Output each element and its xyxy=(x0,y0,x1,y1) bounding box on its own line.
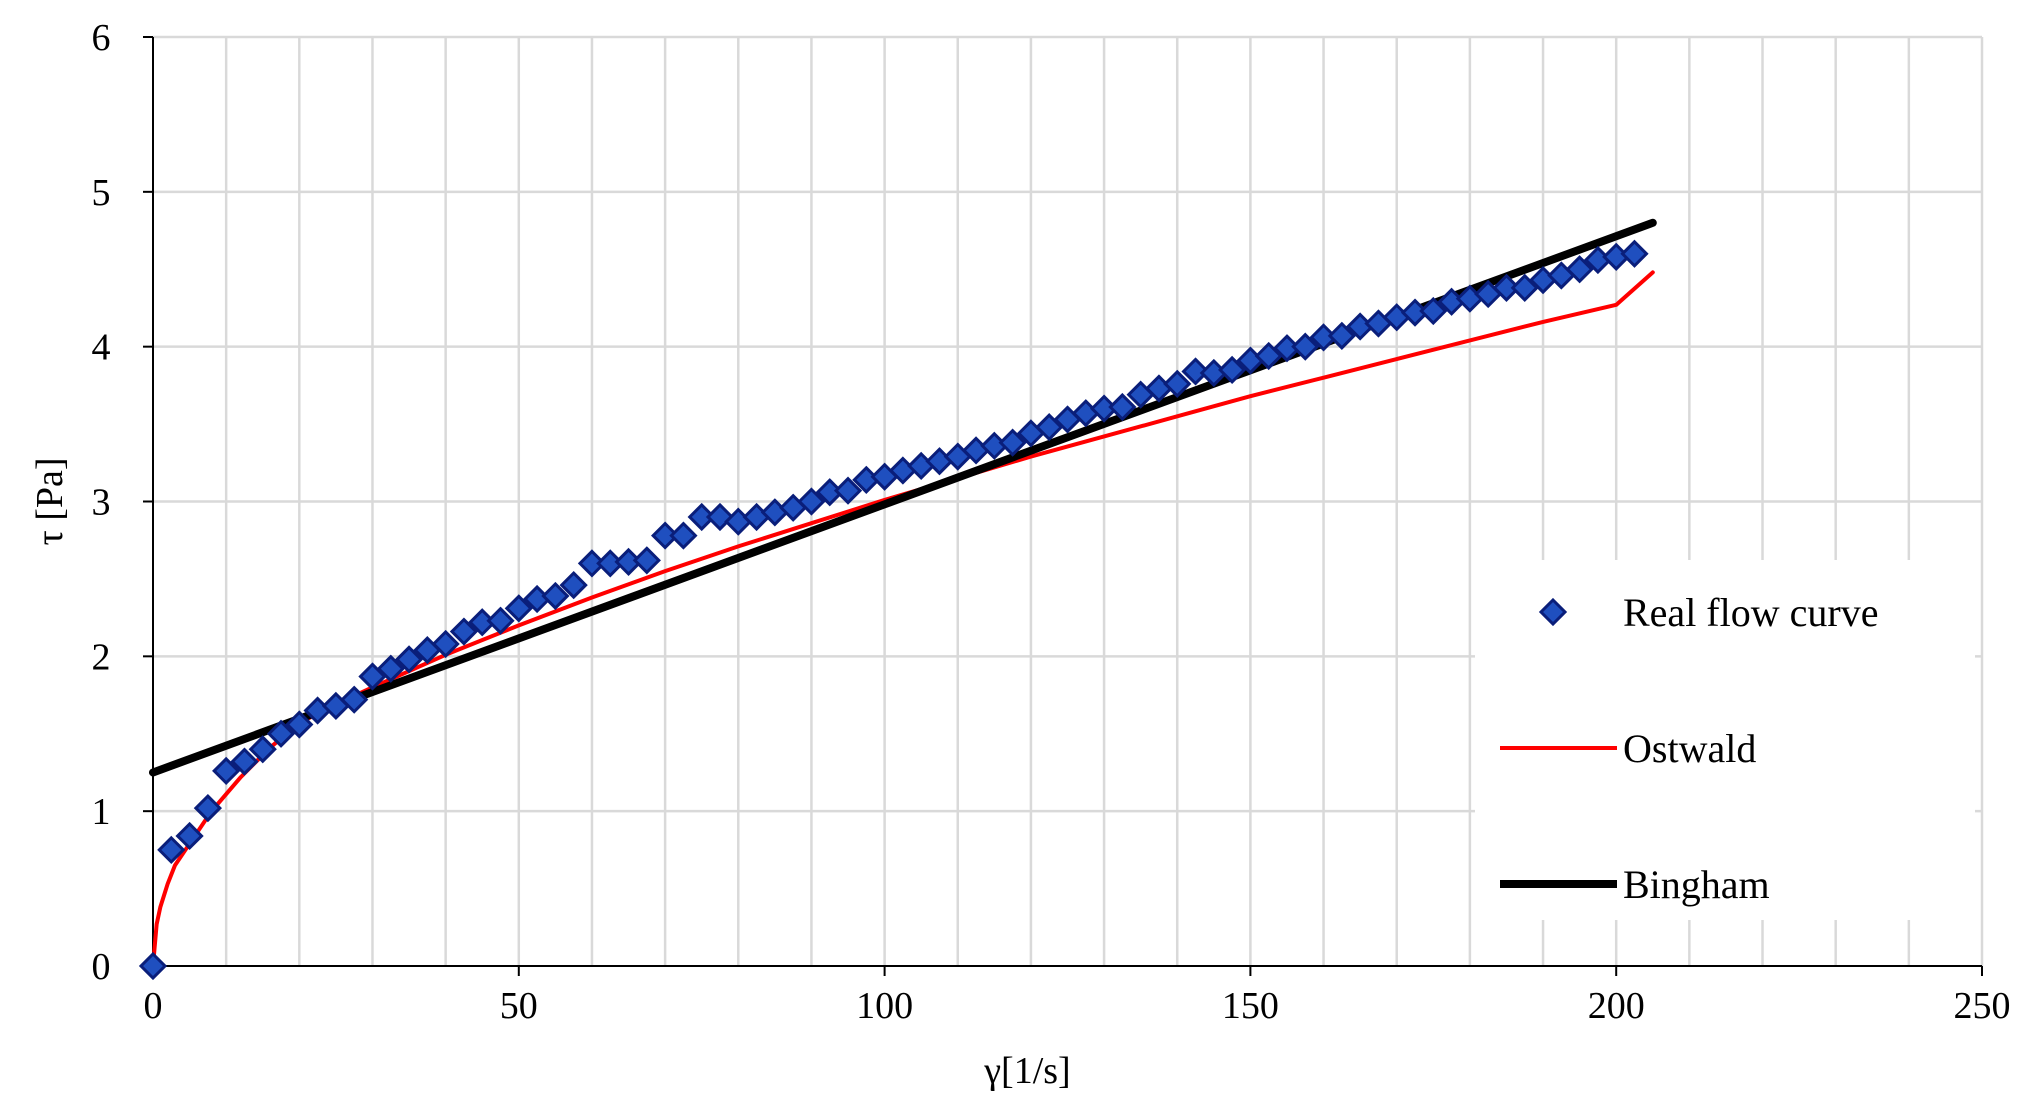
y-tick-label: 5 xyxy=(92,172,111,214)
legend-item-bingham: Bingham xyxy=(1500,862,1770,907)
data-point xyxy=(157,835,186,864)
plot-lines xyxy=(149,218,1657,968)
x-tick-label: 0 xyxy=(144,985,163,1027)
x-tick-label: 50 xyxy=(500,985,538,1027)
data-point xyxy=(394,645,424,674)
data-point xyxy=(998,428,1027,457)
data-point xyxy=(559,570,588,600)
data-point xyxy=(669,521,698,550)
x-tick-label: 200 xyxy=(1588,985,1645,1027)
data-point xyxy=(1163,369,1192,398)
data-point xyxy=(833,476,863,505)
y-tick-label: 6 xyxy=(92,17,111,59)
legend-item-real-flow-curve: Real flow curve xyxy=(1538,590,1878,635)
data-point xyxy=(230,747,259,776)
data-point xyxy=(1419,296,1448,326)
data-point xyxy=(175,821,204,851)
data-point xyxy=(486,606,515,635)
data-point xyxy=(577,549,607,578)
data-point xyxy=(431,629,460,659)
data-point xyxy=(1291,332,1320,361)
data-point xyxy=(504,594,533,623)
data-point xyxy=(449,617,479,646)
y-tick-label: 1 xyxy=(92,791,111,833)
plot-markers xyxy=(138,239,1649,981)
legend-label: Bingham xyxy=(1623,862,1770,907)
y-axis-label: τ [Pa] xyxy=(29,457,71,545)
data-point xyxy=(248,735,277,764)
data-point xyxy=(1492,273,1521,302)
series-line-ostwald xyxy=(151,270,1655,968)
legend: Real flow curve Ostwald Bingham xyxy=(1475,560,1975,920)
y-tick-label: 0 xyxy=(92,946,111,988)
data-point xyxy=(285,710,314,739)
legend-label: Real flow curve xyxy=(1623,590,1878,635)
data-point xyxy=(1217,355,1247,385)
y-tick-label: 4 xyxy=(92,327,111,369)
data-point xyxy=(138,951,168,981)
data-point xyxy=(266,719,296,748)
y-tick-label: 2 xyxy=(92,636,111,678)
x-tick-label: 100 xyxy=(856,985,913,1027)
data-point xyxy=(797,487,826,516)
data-point xyxy=(1181,357,1210,386)
data-point xyxy=(340,685,369,714)
x-tick-labels: 0 50 100 150 200 250 xyxy=(144,966,2011,1027)
data-point xyxy=(1108,392,1137,422)
data-point xyxy=(376,654,405,683)
legend-diamond-icon xyxy=(1538,597,1568,627)
y-tick-labels: 0 1 2 3 4 5 6 xyxy=(92,17,153,988)
data-point xyxy=(1620,239,1649,268)
data-point xyxy=(650,521,680,550)
x-tick-label: 150 xyxy=(1222,985,1279,1027)
data-point xyxy=(687,502,716,532)
x-tick-label: 250 xyxy=(1954,985,2011,1027)
legend-label: Ostwald xyxy=(1623,726,1756,771)
data-point xyxy=(1327,321,1356,350)
x-axis-label: γ[1/s] xyxy=(983,1050,1070,1092)
data-point xyxy=(193,793,222,823)
legend-item-ostwald: Ostwald xyxy=(1500,726,1756,771)
data-point xyxy=(1565,255,1594,284)
y-tick-label: 3 xyxy=(92,482,111,524)
data-point xyxy=(212,756,241,786)
data-point xyxy=(632,546,661,575)
data-point xyxy=(541,581,570,611)
